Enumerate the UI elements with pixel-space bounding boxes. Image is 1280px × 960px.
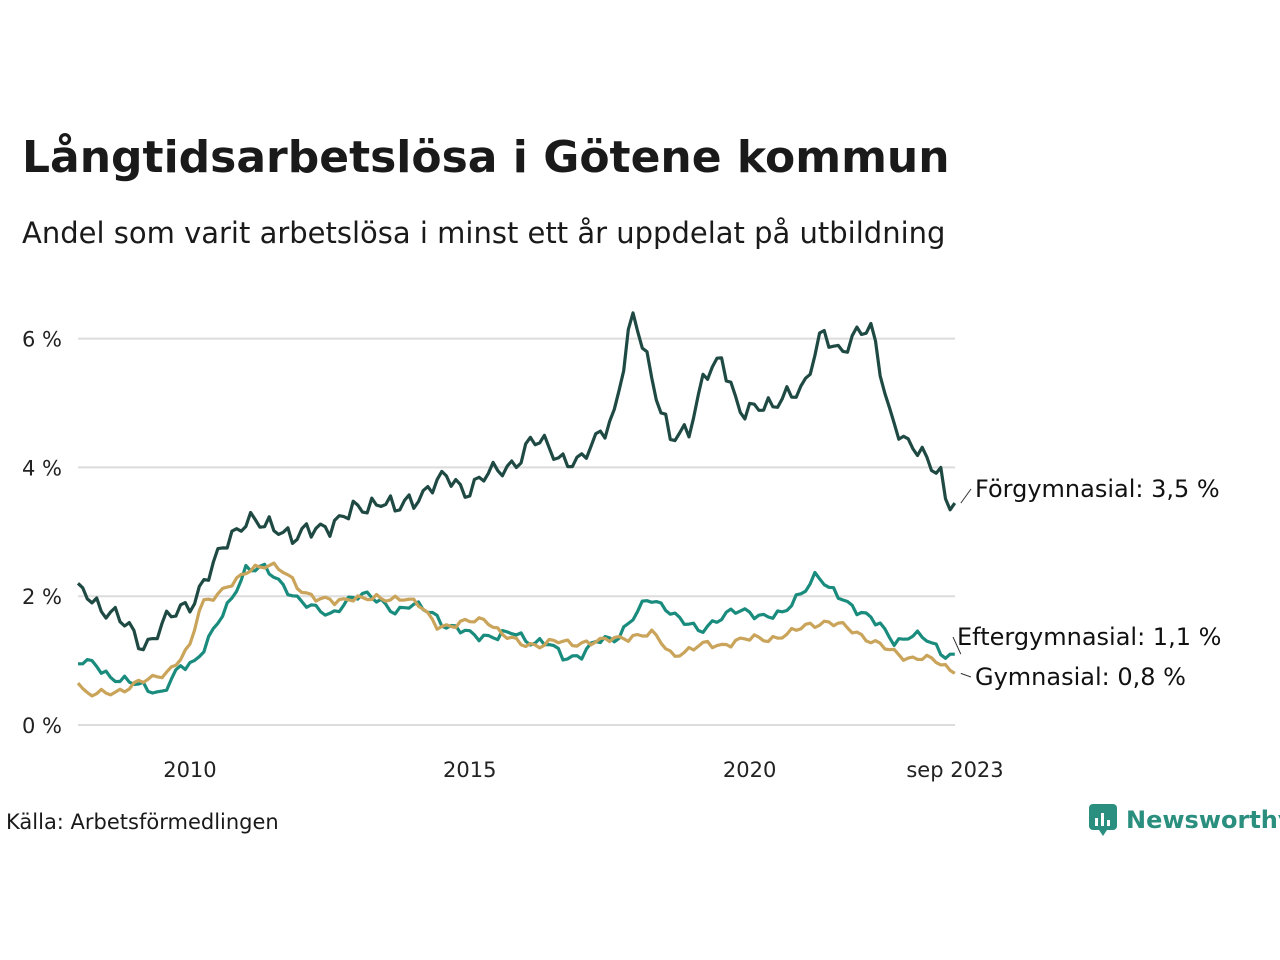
grid-lines [78, 337, 955, 726]
brand-logo[interactable]: Newsworthy [1088, 803, 1280, 837]
y-tick-label-1: 2 % [22, 585, 62, 609]
series-labels: Förgymnasial: 3,5 % Eftergymnasial: 1,1 %… [952, 475, 1221, 691]
x-tick-label-0: 2010 [163, 758, 216, 782]
y-tick-label-3: 6 % [22, 328, 62, 352]
series-label-forgymnasial: Förgymnasial: 3,5 % [975, 475, 1220, 503]
y-axis-ticks: 0 % 2 % 4 % 6 % [22, 328, 62, 738]
label-connector-eftergymnasial [952, 636, 962, 655]
x-tick-label-3: sep 2023 [906, 758, 1003, 782]
source-note: Källa: Arbetsförmedlingen [6, 810, 279, 834]
brand-name: Newsworthy [1126, 806, 1280, 834]
x-tick-label-1: 2015 [443, 758, 496, 782]
series-lines [76, 311, 957, 698]
y-tick-label-2: 4 % [22, 456, 62, 480]
chart-subtitle: Andel som varit arbetslösa i minst ett å… [22, 216, 946, 250]
label-connector-forgymnasial [960, 488, 972, 504]
label-connector-gymnasial [960, 672, 972, 678]
y-tick-label-0: 0 % [22, 714, 62, 738]
x-tick-label-2: 2020 [723, 758, 776, 782]
series-label-gymnasial: Gymnasial: 0,8 % [975, 663, 1186, 691]
chart-title: Långtidsarbetslösa i Götene kommun [22, 132, 950, 183]
x-axis-ticks: 2010 2015 2020 sep 2023 [163, 758, 1003, 782]
newsworthy-icon [1089, 804, 1117, 836]
series-line-gymnasial [76, 561, 956, 698]
series-line-eftergymnasial [78, 562, 955, 695]
series-label-eftergymnasial: Eftergymnasial: 1,1 % [957, 623, 1221, 651]
series-line-forgymnasial [76, 311, 957, 652]
